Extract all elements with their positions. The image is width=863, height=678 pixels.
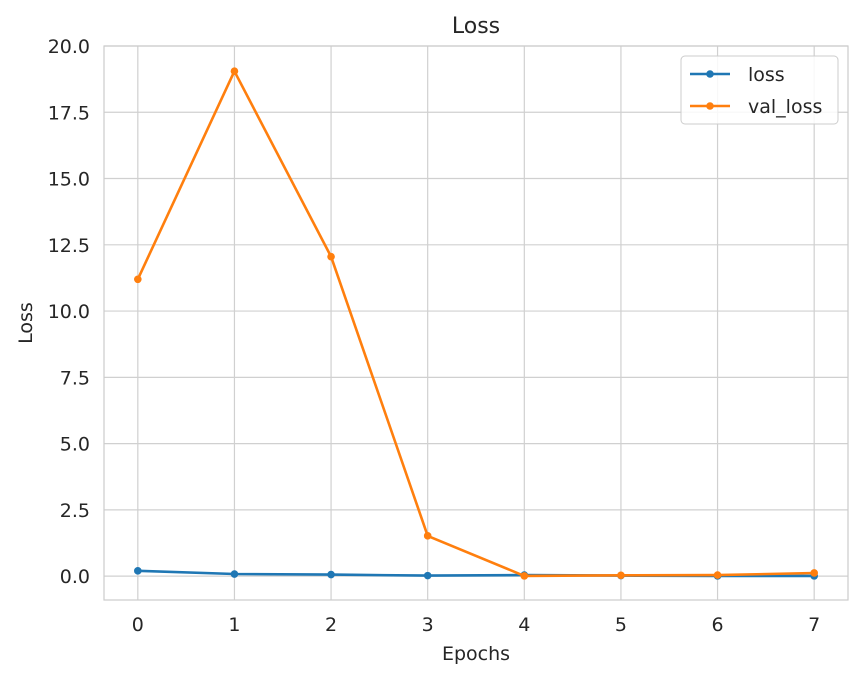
y-tick-label: 15.0 — [48, 169, 90, 191]
y-tick-label: 12.5 — [48, 235, 90, 257]
y-tick-label: 0.0 — [60, 566, 90, 588]
legend: loss val_loss — [680, 55, 839, 125]
x-tick-label: 7 — [808, 614, 820, 636]
data-point — [230, 67, 239, 75]
legend-label: val_loss — [748, 96, 822, 118]
series-val_loss — [134, 67, 818, 580]
x-tick-labels: 0 1 2 3 4 5 6 7 — [132, 614, 820, 636]
data-point — [520, 572, 529, 580]
data-point — [134, 275, 142, 284]
chart-title: Loss — [452, 14, 500, 39]
data-point — [230, 570, 239, 578]
y-tick-label: 5.0 — [60, 434, 90, 456]
data-point — [423, 571, 432, 580]
x-tick-label: 2 — [325, 614, 337, 636]
legend-marker — [706, 102, 714, 110]
legend-marker — [706, 70, 714, 78]
x-tick-label: 4 — [518, 614, 530, 636]
y-tick-labels: 0.0 2.5 5.0 7.5 10.0 12.5 15.0 17.5 20.0 — [48, 36, 90, 588]
plot-background — [104, 46, 848, 600]
x-tick-label: 5 — [615, 614, 627, 636]
y-tick-label: 20.0 — [48, 36, 90, 58]
x-axis-label: Epochs — [442, 643, 510, 665]
y-tick-label: 17.5 — [48, 102, 90, 124]
legend-item: val_loss — [690, 96, 822, 118]
x-tick-label: 3 — [422, 614, 434, 636]
data-point — [423, 532, 432, 540]
data-point — [134, 567, 142, 575]
data-point — [327, 252, 335, 261]
y-tick-label: 7.5 — [60, 367, 90, 389]
data-point — [713, 571, 722, 579]
series-line — [136, 69, 815, 578]
legend-label: loss — [748, 64, 785, 86]
data-point — [810, 569, 818, 577]
plot-frame — [103, 45, 849, 601]
y-tick-label: 10.0 — [48, 301, 90, 323]
series-layer — [134, 67, 818, 580]
y-tick-label: 2.5 — [60, 500, 90, 522]
x-gridlines — [137, 46, 815, 600]
y-axis-label: Loss — [15, 302, 37, 344]
x-tick-label: 1 — [228, 614, 240, 636]
plot-area — [103, 45, 849, 601]
data-point — [617, 571, 625, 580]
legend-item: loss — [690, 64, 785, 86]
data-point — [327, 570, 335, 579]
x-tick-label: 6 — [712, 614, 724, 636]
x-tick-label: 0 — [132, 614, 144, 636]
